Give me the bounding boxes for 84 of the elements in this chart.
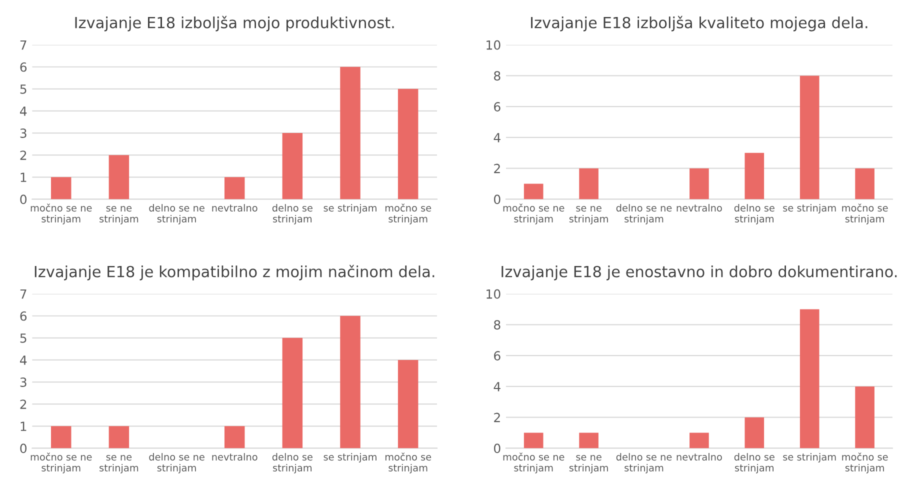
x-tick-label: močno se ne strinjam (503, 452, 564, 474)
x-tick-label: delno se strinjam (734, 453, 774, 474)
x-tick-label: delno se ne strinjam (149, 453, 204, 474)
x-tick-label: se ne strinjam (569, 455, 608, 474)
x-tick-label: močno se ne strinjam (503, 204, 564, 224)
bar (690, 168, 709, 200)
bar (524, 184, 544, 200)
y-tick-label: 4 (20, 106, 27, 116)
bar (744, 152, 764, 200)
bar (50, 177, 72, 200)
x-tick-label: delno se ne strinjam (616, 453, 672, 474)
x-tick-label: delno se ne strinjam (149, 204, 204, 224)
chart-title: Izvajanje E18 izboljša mojo produktivnost. (75, 16, 394, 32)
chart-title: Izvajanje E18 izboljša kvaliteto mojega dela. (531, 16, 868, 32)
y-tick-label: 2 (20, 150, 26, 160)
x-tick-label: se ne strinjam (100, 206, 138, 224)
y-tick-label: 0 (494, 194, 500, 204)
y-tick-label: 4 (20, 356, 27, 365)
bar (800, 309, 820, 448)
x-tick-label: se ne strinjam (569, 206, 608, 224)
y-tick-label: 6 (494, 102, 500, 112)
chart-title: Izvajanje E18 je enostavno in dobro dokumentirano. (502, 266, 897, 280)
x-tick-label: močno se ne strinjam (30, 204, 92, 224)
bar (50, 426, 72, 448)
y-tick-label: 6 (494, 351, 500, 360)
x-tick-label: močno se strinjam (842, 204, 888, 224)
y-tick-label: 1 (20, 172, 26, 182)
y-tick-label: 2 (20, 400, 26, 409)
x-tick-label: nevtralno (676, 453, 722, 461)
y-tick-label: 3 (20, 378, 26, 387)
bar (579, 168, 598, 200)
bar (524, 432, 544, 448)
y-tick-label: 6 (20, 311, 27, 321)
bar (398, 360, 418, 448)
x-tick-label: delno se ne strinjam (616, 204, 672, 224)
x-tick-label: se ne strinjam (100, 455, 138, 474)
x-tick-label: se strinjam (324, 453, 376, 462)
x-tick-label: se strinjam (324, 204, 376, 214)
bar (690, 432, 709, 448)
y-tick-label: 2 (494, 164, 500, 174)
x-tick-label: nevtralno (212, 204, 258, 212)
y-tick-label: 4 (494, 382, 500, 392)
x-tick-label: močno se strinjam (385, 452, 432, 474)
bar (855, 386, 874, 448)
bar (224, 177, 245, 200)
y-tick-label: 7 (20, 40, 26, 50)
bar (224, 426, 245, 448)
x-tick-label: se strinjam (783, 453, 836, 462)
y-tick-label: 7 (20, 289, 26, 299)
x-tick-label: delno se strinjam (272, 204, 312, 224)
bar (579, 432, 598, 448)
bar (108, 155, 130, 200)
y-tick-label: 5 (20, 334, 26, 343)
y-tick-label: 6 (20, 62, 27, 72)
y-tick-label: 2 (494, 412, 500, 422)
y-tick-label: 8 (494, 320, 500, 330)
y-tick-label: 10 (486, 289, 500, 299)
bar (108, 426, 130, 448)
x-tick-label: močno se strinjam (842, 452, 888, 474)
y-tick-label: 0 (20, 194, 27, 204)
x-tick-label: močno se ne strinjam (30, 452, 92, 474)
x-tick-label: močno se strinjam (385, 204, 432, 224)
bar (340, 66, 360, 200)
x-tick-label: delno se strinjam (734, 204, 774, 224)
chart-title: Izvajanje E18 je kompatibilno z mojim načinom dela. (34, 264, 434, 280)
y-tick-label: 4 (494, 133, 500, 142)
y-tick-label: 0 (20, 444, 27, 454)
bar (340, 316, 360, 448)
y-tick-label: 5 (20, 84, 26, 94)
bar (855, 168, 874, 200)
x-tick-label: nevtralno (676, 204, 722, 212)
bar (800, 76, 820, 200)
y-tick-label: 8 (494, 71, 500, 81)
y-tick-label: 1 (20, 422, 26, 431)
y-tick-label: 0 (494, 444, 500, 454)
x-tick-label: nevtralno (212, 453, 258, 461)
x-tick-label: se strinjam (783, 204, 836, 214)
bar (282, 338, 303, 448)
y-tick-label: 3 (20, 128, 26, 138)
bar (744, 417, 764, 448)
bar (398, 88, 418, 200)
x-tick-label: delno se strinjam (272, 453, 312, 474)
y-tick-label: 10 (486, 40, 500, 50)
bar (282, 133, 303, 200)
